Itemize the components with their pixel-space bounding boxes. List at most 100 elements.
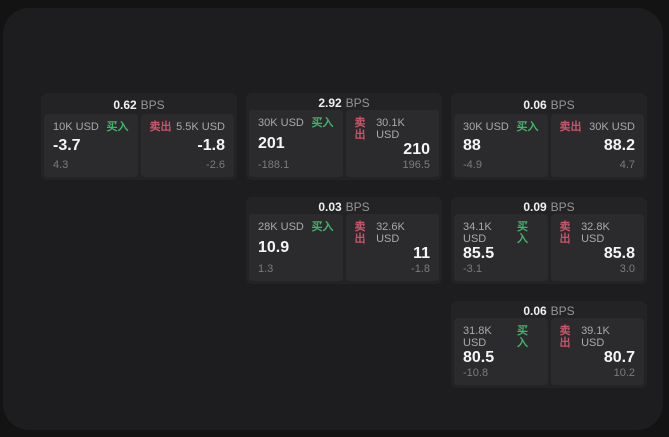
sell-amount-label: 39.1K USD (581, 325, 610, 349)
bps-unit-label: BPS (140, 97, 165, 112)
sell-change: 10.2 (613, 367, 635, 379)
buy-side-label: 买入 (106, 121, 129, 133)
buy-panel[interactable]: 28K USD 买入 10.9 1.3 (249, 214, 343, 281)
sell-panel-top: 卖出 30.1K USD (355, 117, 431, 141)
buy-price: 88 (463, 137, 481, 154)
sell-price: 80.7 (603, 349, 635, 366)
sell-panel[interactable]: 卖出 5.5K USD -1.8 -2.6 (140, 114, 234, 177)
sell-change: 4.7 (619, 159, 635, 171)
buy-side-label: 买入 (516, 121, 539, 133)
buy-price: 201 (258, 135, 285, 152)
buy-panel[interactable]: 34.1K USD 买入 85.5 -3.1 (454, 214, 548, 281)
buy-price: 85.5 (463, 245, 495, 262)
bps-value: 2.92 (318, 95, 342, 110)
buy-side-label: 买入 (516, 221, 528, 245)
sell-panel-top: 卖出 39.1K USD (560, 325, 636, 349)
buy-change: -10.8 (463, 367, 489, 379)
card-header: 0.62 BPS (41, 93, 237, 114)
buy-change: 1.3 (258, 263, 274, 275)
sell-side-label: 卖出 (559, 325, 571, 349)
buy-amount-label: 30K USD (258, 117, 304, 129)
sell-panel[interactable]: 卖出 30K USD 88.2 4.7 (550, 114, 644, 177)
sell-side-label: 卖出 (559, 221, 571, 245)
sell-panel-top: 卖出 30K USD (560, 121, 636, 133)
sell-panel[interactable]: 卖出 30.1K USD 210 196.5 (345, 110, 439, 177)
sell-panel[interactable]: 卖出 32.6K USD 11 -1.8 (345, 214, 439, 281)
bps-unit-label: BPS (550, 199, 575, 214)
card-header: 0.06 BPS (451, 93, 647, 114)
buy-amount-label: 10K USD (53, 121, 99, 133)
bps-value: 0.09 (523, 199, 547, 214)
sell-side-label: 卖出 (559, 121, 582, 133)
sell-panel-top: 卖出 32.8K USD (560, 221, 636, 245)
bps-value: 0.62 (113, 97, 137, 112)
sell-panel-top: 卖出 5.5K USD (150, 121, 226, 133)
sell-change: 3.0 (619, 263, 635, 275)
buy-panel[interactable]: 30K USD 买入 201 -188.1 (249, 110, 343, 177)
sell-panel[interactable]: 卖出 39.1K USD 80.7 10.2 (550, 318, 644, 385)
bps-value: 0.06 (523, 303, 547, 318)
card-header: 0.06 BPS (451, 301, 647, 318)
quote-card: 0.62 BPS 10K USD 买入 -3.7 4.3 卖出 5.5K USD (41, 93, 237, 180)
buy-panel-top: 30K USD 买入 (463, 121, 539, 133)
buy-panel[interactable]: 10K USD 买入 -3.7 4.3 (44, 114, 138, 177)
card-body: 10K USD 买入 -3.7 4.3 卖出 5.5K USD -1.8 -2.… (41, 114, 237, 180)
buy-side-label: 买入 (311, 117, 334, 129)
sell-amount-label: 32.8K USD (581, 221, 610, 245)
buy-amount-label: 31.8K USD (463, 325, 492, 349)
sell-price: 85.8 (603, 245, 635, 262)
sell-change: -2.6 (206, 159, 225, 171)
card-body: 28K USD 买入 10.9 1.3 卖出 32.6K USD 11 -1.8 (246, 214, 442, 284)
quote-card: 0.03 BPS 28K USD 买入 10.9 1.3 卖出 32.6K US… (246, 197, 442, 284)
buy-panel[interactable]: 30K USD 买入 88 -4.9 (454, 114, 548, 177)
buy-change: 4.3 (53, 159, 69, 171)
bps-value: 0.06 (523, 97, 547, 112)
buy-change: -188.1 (258, 159, 290, 171)
quote-card: 0.06 BPS 31.8K USD 买入 80.5 -10.8 卖出 39.1… (451, 301, 647, 388)
buy-change: -3.1 (463, 263, 482, 275)
sell-price: 88.2 (603, 137, 635, 154)
sell-amount-label: 5.5K USD (176, 121, 225, 133)
buy-side-label: 买入 (516, 325, 528, 349)
sell-panel[interactable]: 卖出 32.8K USD 85.8 3.0 (550, 214, 644, 281)
sell-panel-top: 卖出 32.6K USD (355, 221, 431, 245)
buy-panel-top: 34.1K USD 买入 (463, 221, 539, 245)
quote-card-grid: 0.62 BPS 10K USD 买入 -3.7 4.3 卖出 5.5K USD (41, 93, 647, 388)
buy-price: 80.5 (463, 349, 495, 366)
card-body: 30K USD 买入 201 -188.1 卖出 30.1K USD 210 1… (246, 110, 442, 180)
card-body: 30K USD 买入 88 -4.9 卖出 30K USD 88.2 4.7 (451, 114, 647, 180)
sell-amount-label: 30.1K USD (376, 117, 405, 141)
sell-side-label: 卖出 (149, 121, 172, 133)
quote-card: 0.06 BPS 30K USD 买入 88 -4.9 卖出 30K USD (451, 93, 647, 180)
buy-amount-label: 30K USD (463, 121, 509, 133)
buy-amount-label: 28K USD (258, 221, 304, 233)
card-body: 31.8K USD 买入 80.5 -10.8 卖出 39.1K USD 80.… (451, 318, 647, 388)
sell-price: 210 (403, 141, 430, 158)
quote-card: 2.92 BPS 30K USD 买入 201 -188.1 卖出 30.1K … (246, 93, 442, 180)
bps-unit-label: BPS (345, 95, 370, 110)
card-header: 0.03 BPS (246, 197, 442, 214)
sell-change: 196.5 (402, 159, 430, 171)
buy-panel-top: 10K USD 买入 (53, 121, 129, 133)
sell-amount-label: 30K USD (589, 121, 635, 133)
buy-panel[interactable]: 31.8K USD 买入 80.5 -10.8 (454, 318, 548, 385)
buy-panel-top: 28K USD 买入 (258, 221, 334, 233)
buy-price: -3.7 (53, 137, 81, 154)
bps-unit-label: BPS (550, 97, 575, 112)
buy-panel-top: 31.8K USD 买入 (463, 325, 539, 349)
card-header: 0.09 BPS (451, 197, 647, 214)
quote-card: 0.09 BPS 34.1K USD 买入 85.5 -3.1 卖出 32.8K… (451, 197, 647, 284)
buy-side-label: 买入 (311, 221, 334, 233)
app-panel: 0.62 BPS 10K USD 买入 -3.7 4.3 卖出 5.5K USD (3, 8, 663, 430)
bps-unit-label: BPS (345, 199, 370, 214)
sell-price: 11 (413, 245, 430, 262)
card-body: 34.1K USD 买入 85.5 -3.1 卖出 32.8K USD 85.8… (451, 214, 647, 284)
bps-unit-label: BPS (550, 303, 575, 318)
buy-price: 10.9 (258, 239, 290, 256)
buy-panel-top: 30K USD 买入 (258, 117, 334, 129)
sell-price: -1.8 (197, 137, 225, 154)
buy-amount-label: 34.1K USD (463, 221, 492, 245)
buy-change: -4.9 (463, 159, 482, 171)
sell-side-label: 卖出 (354, 117, 366, 141)
bps-value: 0.03 (318, 199, 342, 214)
